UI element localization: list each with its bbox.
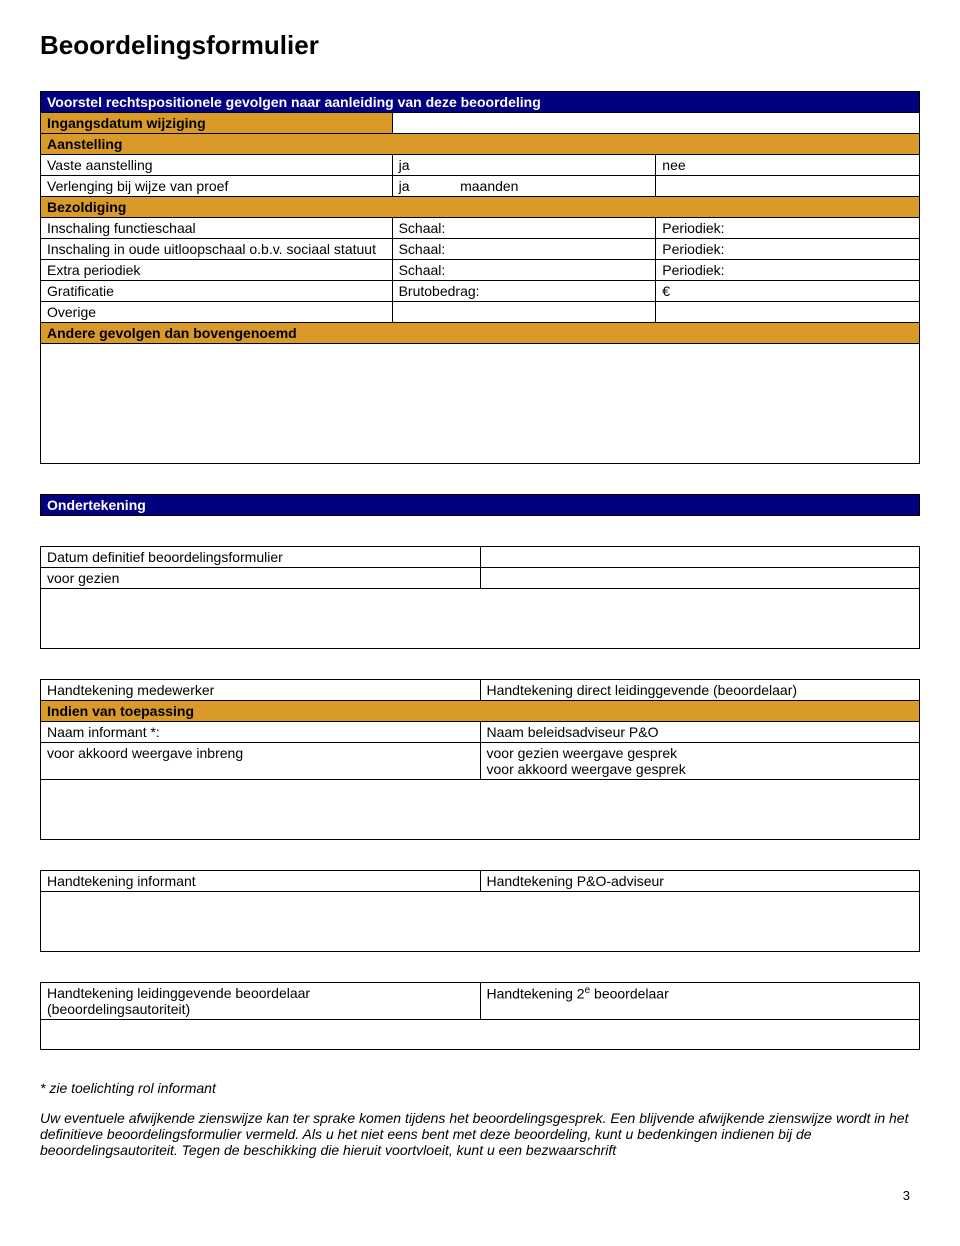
footnote-line: * zie toelichting rol informant [40, 1080, 920, 1096]
row-label: Bezoldiging [41, 197, 920, 218]
cell: Brutobedrag: [392, 281, 656, 302]
row-label: Naam informant *: [41, 722, 481, 743]
cell: Periodiek: [656, 260, 920, 281]
row-label: Handtekening P&O-adviseur [480, 871, 920, 892]
cell: Schaal: [392, 260, 656, 281]
cell: nee [656, 155, 920, 176]
cell: Periodiek: [656, 239, 920, 260]
row-label: Handtekening leidinggevende beoordelaar … [41, 983, 481, 1020]
row-label: Ingangsdatum wijziging [41, 113, 393, 134]
row-label: Inschaling functieschaal [41, 218, 393, 239]
row-label: Aanstelling [41, 134, 920, 155]
date-table: Datum definitief beoordelingsformulier v… [40, 546, 920, 649]
cell [392, 113, 919, 134]
cell [480, 547, 920, 568]
row-label: Datum definitief beoordelingsformulier [41, 547, 481, 568]
row-label: Indien van toepassing [41, 701, 920, 722]
row-label: Handtekening 2e beoordelaar [480, 983, 920, 1020]
footnote-paragraph: Uw eventuele afwijkende zienswijze kan t… [40, 1110, 920, 1158]
cell: ja [392, 155, 656, 176]
cell [656, 302, 920, 323]
cell: Periodiek: [656, 218, 920, 239]
freetext-cell [41, 589, 920, 649]
row-label: Handtekening informant [41, 871, 481, 892]
section-header: Voorstel rechtspositionele gevolgen naar… [41, 92, 920, 113]
row-label: Handtekening medewerker [41, 680, 481, 701]
signature-header-table: Ondertekening [40, 494, 920, 516]
cell [392, 302, 656, 323]
row-label: Vaste aanstelling [41, 155, 393, 176]
row-label: Andere gevolgen dan bovengenoemd [41, 323, 920, 344]
row-label: voor gezien [41, 568, 481, 589]
signatures-table-2: Handtekening informant Handtekening P&O-… [40, 870, 920, 952]
cell [656, 176, 920, 197]
row-label: voor gezien weergave gesprek voor akkoor… [480, 743, 920, 780]
row-label: Gratificatie [41, 281, 393, 302]
row-label: Extra periodiek [41, 260, 393, 281]
cell [480, 568, 920, 589]
section-header: Ondertekening [41, 495, 920, 516]
footnotes: * zie toelichting rol informant Uw event… [40, 1080, 920, 1158]
signatures-table-1: Handtekening medewerker Handtekening dir… [40, 679, 920, 840]
signatures-table-3: Handtekening leidinggevende beoordelaar … [40, 982, 920, 1050]
page-title: Beoordelingsformulier [40, 30, 920, 61]
row-label: Verlenging bij wijze van proef [41, 176, 393, 197]
row-label: Naam beleidsadviseur P&O [480, 722, 920, 743]
proposal-table: Voorstel rechtspositionele gevolgen naar… [40, 91, 920, 464]
row-label: Handtekening direct leidinggevende (beoo… [480, 680, 920, 701]
row-label: Inschaling in oude uitloopschaal o.b.v. … [41, 239, 393, 260]
cell: € [656, 281, 920, 302]
page-number: 3 [40, 1188, 920, 1203]
freetext-cell [41, 892, 920, 952]
row-label: voor akkoord weergave inbreng [41, 743, 481, 780]
freetext-cell [41, 344, 920, 464]
cell: Schaal: [392, 218, 656, 239]
freetext-cell [41, 780, 920, 840]
row-label: Overige [41, 302, 393, 323]
cell: ja maanden [392, 176, 656, 197]
cell: Schaal: [392, 239, 656, 260]
freetext-cell [41, 1020, 920, 1050]
